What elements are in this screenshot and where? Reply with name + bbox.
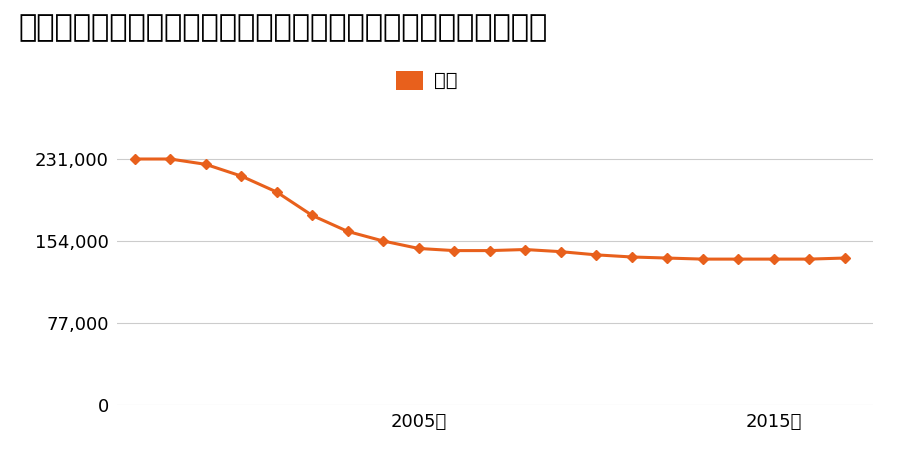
Text: 兵庫県神戸市垂水区千鳥が丘３丁目２２５１番１６１の地価推移: 兵庫県神戸市垂水区千鳥が丘３丁目２２５１番１６１の地価推移 (18, 14, 547, 42)
Text: 価格: 価格 (434, 71, 457, 90)
